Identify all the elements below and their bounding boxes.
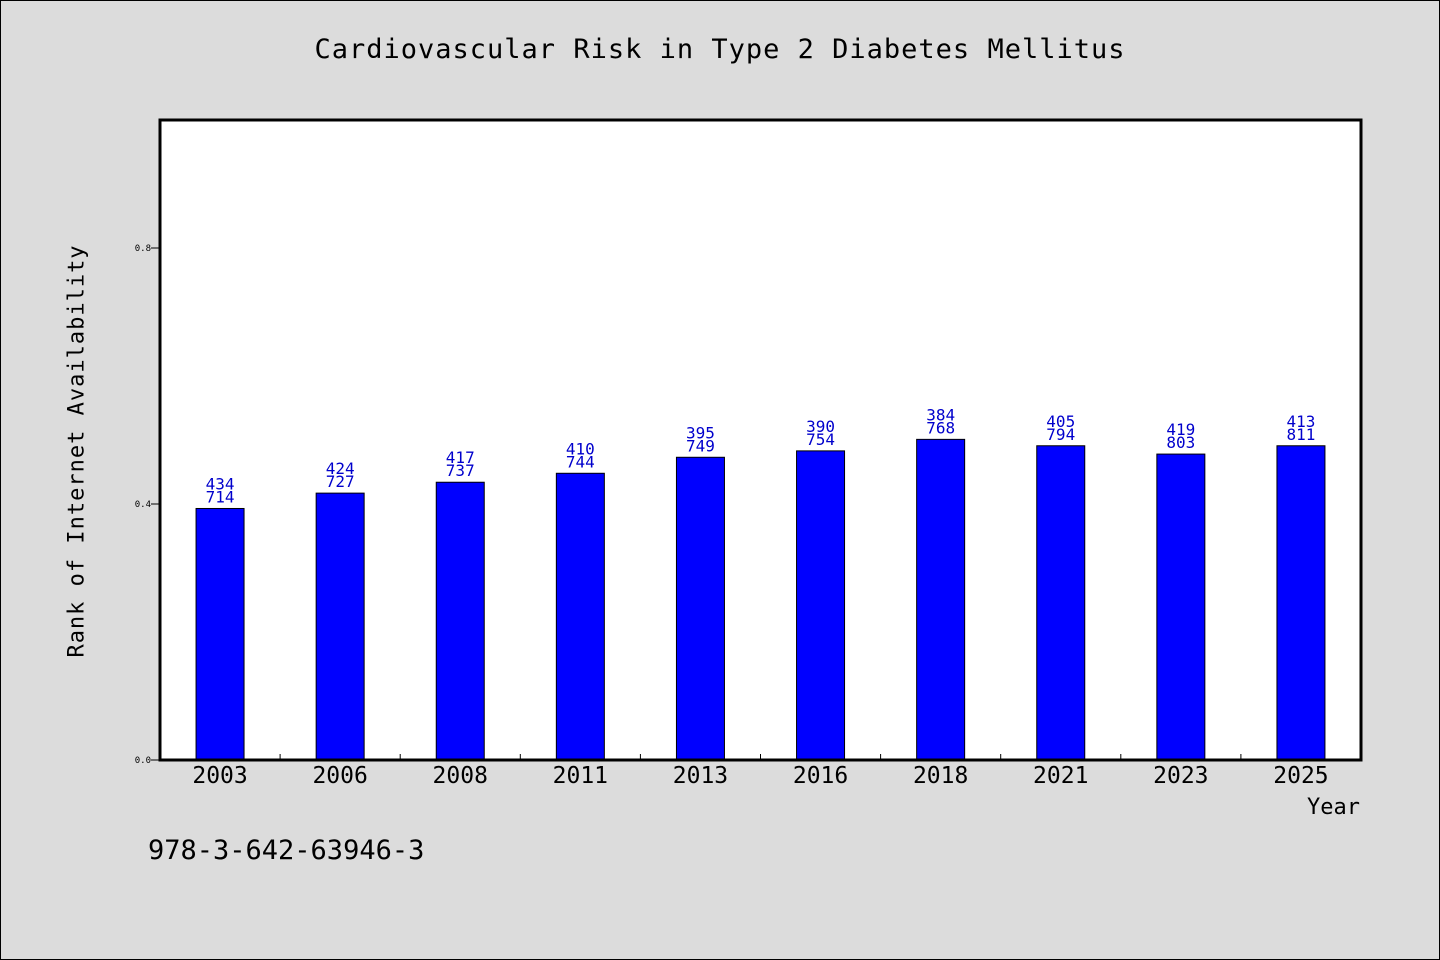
- bar-data-label-bottom: 727: [326, 472, 355, 491]
- bar-data-label-bottom: 744: [566, 452, 595, 471]
- bar-data-label-bottom: 749: [686, 436, 715, 455]
- x-tick-label: 2011: [553, 763, 608, 789]
- y-tick-label: 0.4: [135, 500, 151, 510]
- x-tick-label: 2023: [1153, 763, 1208, 789]
- x-tick-label: 2006: [312, 763, 367, 789]
- bar: [1036, 445, 1086, 761]
- bar: [435, 481, 485, 761]
- plot-border: [158, 118, 1363, 762]
- bar: [315, 492, 365, 761]
- bar: [916, 438, 966, 761]
- x-tick-label: 2013: [673, 763, 728, 789]
- bar-data-label-top: 417: [446, 448, 475, 467]
- bar: [1156, 453, 1206, 761]
- bar-data-label-bottom: 714: [206, 487, 235, 506]
- bar-data-label-top: 384: [926, 405, 955, 424]
- x-tick-label: 2016: [793, 763, 848, 789]
- bar-data-label-bottom: 811: [1286, 425, 1315, 444]
- bar-data-label-bottom: 737: [446, 461, 475, 480]
- bar-data-label-top: 419: [1166, 420, 1195, 439]
- x-tick-label: 2018: [913, 763, 968, 789]
- footer-identifier: 978-3-642-63946-3: [148, 835, 425, 866]
- x-axis-label: Year: [1307, 795, 1360, 820]
- bar-data-label-bottom: 794: [1046, 425, 1075, 444]
- bar-data-label-bottom: 754: [806, 430, 835, 449]
- bar-data-label-top: 410: [566, 439, 595, 458]
- bar-data-label-top: 424: [326, 459, 355, 478]
- bar-data-label-bottom: 768: [926, 418, 955, 437]
- x-tick-label: 2003: [192, 763, 247, 789]
- bar-data-label-top: 413: [1286, 412, 1315, 431]
- x-tick-label: 2021: [1033, 763, 1088, 789]
- x-tick-label: 2008: [433, 763, 488, 789]
- bar-data-label-top: 390: [806, 417, 835, 436]
- bar: [796, 450, 846, 761]
- x-tick-label: 2025: [1273, 763, 1328, 789]
- bar: [1276, 445, 1326, 761]
- bar: [675, 456, 725, 761]
- bar-data-label-top: 395: [686, 423, 715, 442]
- bar-data-label-top: 405: [1046, 412, 1075, 431]
- bar: [195, 507, 245, 761]
- bar-data-label-bottom: 803: [1166, 433, 1195, 452]
- bar-data-label-top: 434: [206, 474, 235, 493]
- y-tick-label: 0.8: [135, 244, 151, 254]
- chart-title: Cardiovascular Risk in Type 2 Diabetes M…: [314, 34, 1126, 65]
- y-tick-label: 0.0: [135, 756, 151, 766]
- bar: [555, 472, 605, 761]
